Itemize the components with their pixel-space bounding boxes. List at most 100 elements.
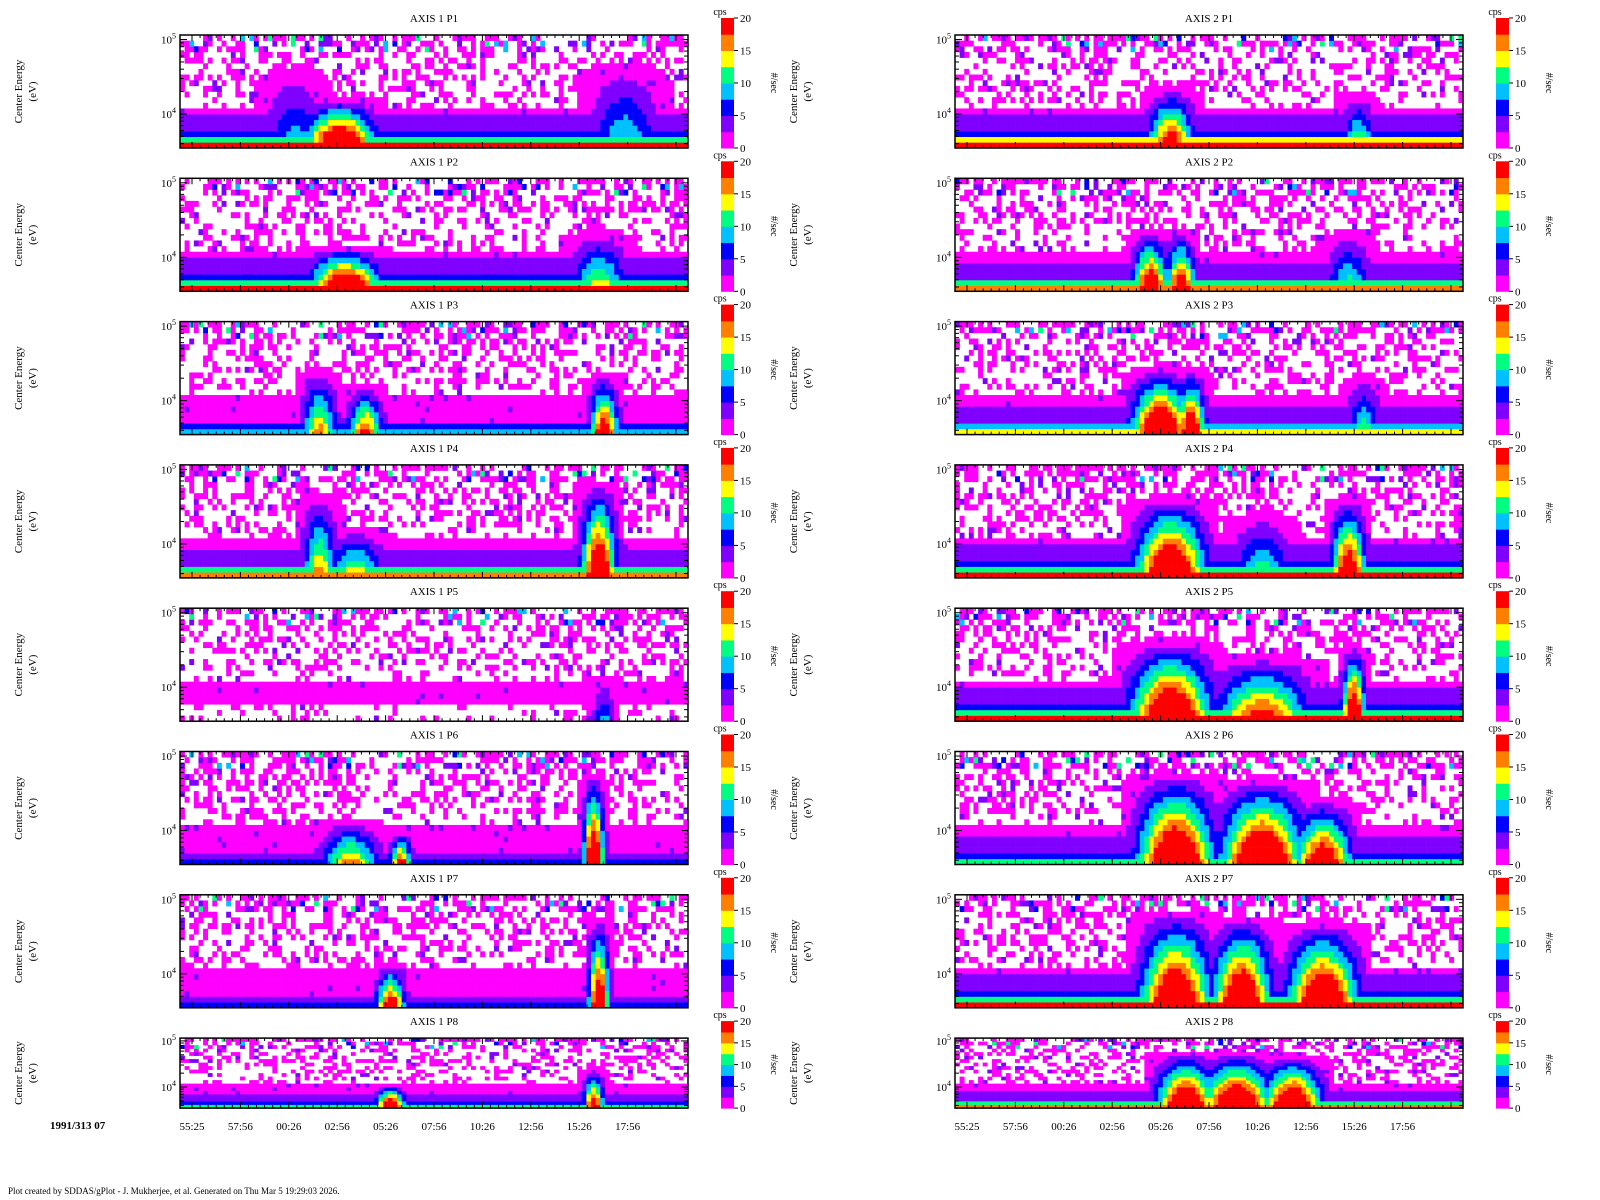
heatmap-cell [319,406,324,412]
heatmap-cell [573,125,578,131]
heatmap-cell [462,108,467,114]
heatmap-cell [476,137,481,143]
heatmap-cell [397,280,402,286]
heatmap-cell [374,41,379,47]
heatmap-cell [573,350,578,356]
heatmap-cell [674,389,679,395]
heatmap-cell [314,218,319,224]
heatmap-cell [480,378,485,384]
heatmap-cell [596,108,601,114]
heatmap-cell [568,384,573,390]
heatmap-cell [577,103,582,109]
heatmap-cell [254,69,259,75]
heatmap-cell [411,395,416,401]
heatmap-cell [295,229,300,235]
colorbar-unit: cps [713,294,726,305]
heatmap-cell [355,274,360,280]
heatmap-cell [429,41,434,47]
heatmap-cell [323,384,328,390]
heatmap-cell [383,69,388,75]
heatmap-cell [249,120,254,126]
heatmap-cell [198,120,203,126]
heatmap-cell [637,384,642,390]
heatmap-cell [452,108,457,114]
heatmap-cell [369,201,374,207]
heatmap-cell [272,63,277,69]
heatmap-cell [351,350,356,356]
heatmap-cell [600,257,605,263]
heatmap-cell [573,333,578,339]
heatmap-cell [189,207,194,213]
heatmap-cell [314,361,319,367]
heatmap-cell [448,184,453,190]
heatmap-cell [337,389,342,395]
heatmap-cell [508,406,513,412]
heatmap-cell [549,412,554,418]
heatmap-cell [240,190,245,196]
heatmap-cell [392,274,397,280]
heatmap-cell [429,63,434,69]
heatmap-cell [568,412,573,418]
heatmap-cell [670,229,675,235]
heatmap-cell [531,412,536,418]
heatmap-cell [452,401,457,407]
heatmap-cell [536,125,541,131]
heatmap-cell [439,333,444,339]
heatmap-cell [272,378,277,384]
heatmap-cell [194,218,199,224]
heatmap-cell [536,412,541,418]
heatmap-cell [434,218,439,224]
heatmap-cell [332,395,337,401]
heatmap-cell [513,184,518,190]
colorbar-segment [721,418,734,435]
heatmap-cell [480,108,485,114]
heatmap-cell [259,406,264,412]
heatmap-cell [600,344,605,350]
heatmap-cell [365,263,370,269]
heatmap-cell [489,327,494,333]
heatmap-cell [614,103,619,109]
heatmap-cell [406,212,411,218]
heatmap-cell [245,412,250,418]
heatmap-cell [568,125,573,131]
heatmap-cell [328,401,333,407]
heatmap-cell [591,246,596,252]
heatmap-cell [291,41,296,47]
heatmap-cell [582,240,587,246]
heatmap-cell [351,246,356,252]
heatmap-cell [429,252,434,258]
heatmap-cell [203,108,208,114]
heatmap-cell [374,423,379,429]
heatmap-cell [425,252,430,258]
heatmap-cell [254,356,259,362]
heatmap-cell [633,195,638,201]
heatmap-cell [679,224,684,230]
heatmap-cell [549,114,554,120]
heatmap-cell [665,184,670,190]
heatmap-cell [591,263,596,269]
heatmap-cell [314,137,319,143]
heatmap-cell [485,372,490,378]
heatmap-cell [282,125,287,131]
heatmap-cell [605,103,610,109]
heatmap-cell [596,384,601,390]
heatmap-cell [272,41,277,47]
heatmap-cell [314,58,319,64]
heatmap-cell [503,269,508,275]
heatmap-cell [212,269,217,275]
heatmap-cell [457,108,462,114]
heatmap-cell [619,384,624,390]
heatmap-cell [646,322,651,328]
heatmap-cell [642,120,647,126]
heatmap-cell [559,80,564,86]
heatmap-cell [291,207,296,213]
heatmap-cell [660,131,665,137]
heatmap-cell [656,240,661,246]
heatmap-cell [582,412,587,418]
heatmap-cell [323,184,328,190]
heatmap-cell [605,80,610,86]
heatmap-cell [365,333,370,339]
heatmap-cell [674,327,679,333]
heatmap-cell [369,108,374,114]
heatmap-cell [642,114,647,120]
